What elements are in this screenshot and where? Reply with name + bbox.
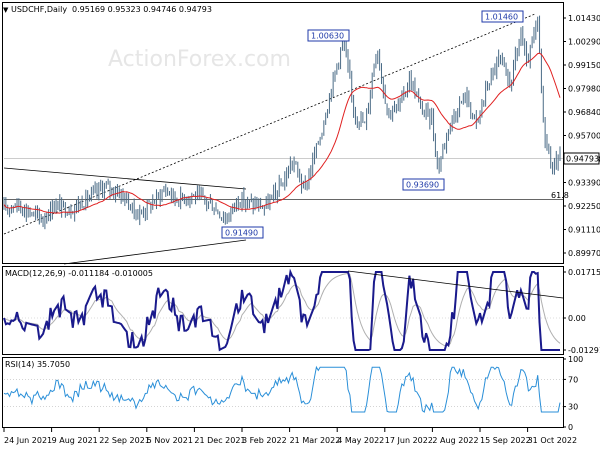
x-axis-label: 3 Feb 2022 xyxy=(242,436,287,445)
x-axis-label: 4 May 2022 xyxy=(337,436,384,445)
main-y-tick-label: 0.97980 xyxy=(568,85,600,94)
rsi-y-tick-label: 0 xyxy=(568,423,573,432)
annotation-low-2: 0.93690 xyxy=(402,178,445,191)
rsi-y-tick-label: 30 xyxy=(568,403,578,412)
macd-y-tick-label: 0.017156 xyxy=(568,268,600,277)
svg-text:1.01460: 1.01460 xyxy=(485,13,518,22)
watermark: ActionForex.com xyxy=(108,47,291,72)
x-axis-label: 5 Nov 2021 xyxy=(147,436,193,445)
macd-panel xyxy=(3,268,564,352)
main-y-tick-label: 0.92250 xyxy=(568,202,600,211)
x-axis-label: 17 Jun 2022 xyxy=(385,436,433,445)
x-axis-label: 2 Aug 2022 xyxy=(432,436,478,445)
macd-label: MACD(12,26,9) -0.011184 -0.010005 xyxy=(5,269,153,278)
rsi-line xyxy=(3,365,561,413)
macd-y-tick-label: -0.012917 xyxy=(568,346,600,355)
fib-level-label: 61.8 xyxy=(551,191,569,200)
macd-y-axis: 0.017156 0.00 -0.012917 xyxy=(563,268,600,355)
rsi-panel xyxy=(3,365,563,413)
macd-line xyxy=(3,268,560,352)
dropdown-arrow-icon[interactable]: ▼ xyxy=(3,6,9,14)
x-axis-label: 21 Mar 2022 xyxy=(290,436,341,445)
rsi-y-tick-label: 70 xyxy=(568,375,578,384)
trendline-upper xyxy=(3,167,247,190)
ohlc-values: 0.95169 0.95323 0.94746 0.94793 xyxy=(72,5,212,14)
svg-text:0.94793: 0.94793 xyxy=(566,155,599,164)
annotation-high-2: 1.01460 xyxy=(481,10,524,23)
main-y-tick-label: 0.95700 xyxy=(568,132,600,141)
main-y-tick-label: 1.00290 xyxy=(568,38,600,47)
x-axis-label: 22 Sep 2021 xyxy=(99,436,150,445)
macd-y-tick-label: 0.00 xyxy=(568,314,586,323)
rsi-label: RSI(14) 35.7050 xyxy=(5,360,70,369)
trendline-lower xyxy=(63,239,247,265)
current-price-tag: 0.94793 xyxy=(563,152,600,165)
main-panel xyxy=(3,13,563,265)
price-bars xyxy=(3,15,561,230)
rsi-y-axis: 100 70 30 0 xyxy=(563,355,583,432)
main-y-axis: 1.01430 1.00290 0.99150 0.97980 0.96840 0.957… xyxy=(563,14,600,258)
svg-text:1.00630: 1.00630 xyxy=(311,32,344,41)
macd-divergence-line xyxy=(347,270,564,299)
svg-text:0.91490: 0.91490 xyxy=(225,229,258,238)
main-y-tick-label: 1.01430 xyxy=(568,14,600,23)
main-y-tick-label: 0.91110 xyxy=(568,226,600,235)
main-y-tick-label: 0.93390 xyxy=(568,179,600,188)
x-axis-label: 9 Aug 2021 xyxy=(52,436,98,445)
macd-signal-line xyxy=(3,272,561,347)
symbol-label: USDCHF,Daily xyxy=(11,5,67,14)
macd-panel-frame xyxy=(2,266,564,355)
main-y-tick-label: 0.89970 xyxy=(568,249,600,258)
main-panel-frame xyxy=(2,2,564,264)
annotation-high-1: 1.00630 xyxy=(307,29,350,42)
rsi-panel-frame xyxy=(2,357,564,428)
x-axis-label: 21 Dec 2021 xyxy=(194,436,245,445)
annotation-low-1: 0.91490 xyxy=(221,226,264,239)
main-y-tick-label: 0.99150 xyxy=(568,61,600,70)
moving-average-line xyxy=(3,52,561,214)
x-axis-label: 31 Oct 2022 xyxy=(528,436,577,445)
svg-text:0.93690: 0.93690 xyxy=(406,181,439,190)
rsi-y-tick-label: 100 xyxy=(568,355,583,364)
x-axis-label: 24 Jun 2021 xyxy=(4,436,52,445)
x-axis-label: 15 Sep 2022 xyxy=(480,436,531,445)
main-y-tick-label: 0.96840 xyxy=(568,108,600,117)
